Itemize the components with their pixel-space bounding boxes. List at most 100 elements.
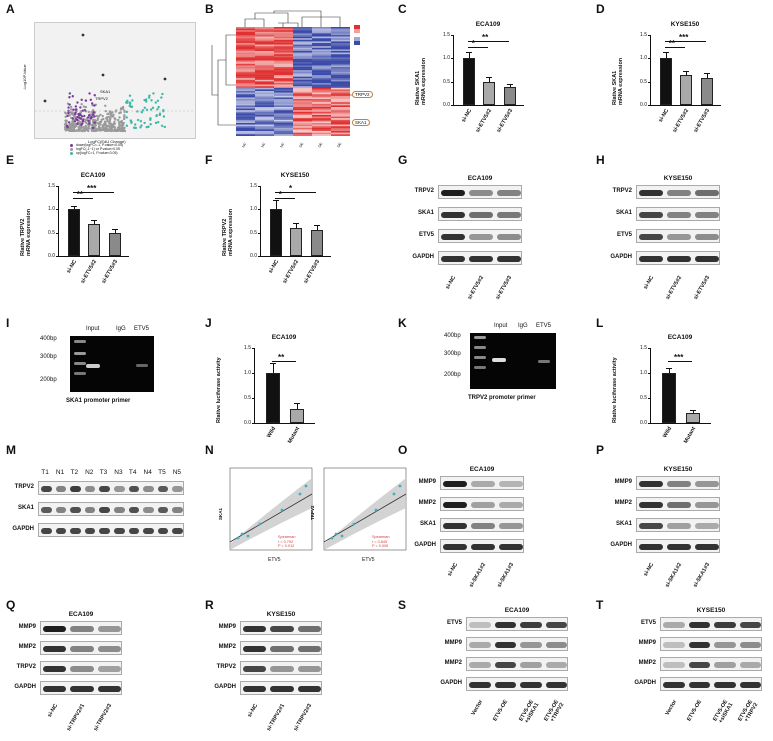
bar (659, 58, 672, 105)
blot-band (714, 662, 736, 668)
blot-band (70, 626, 94, 632)
blot-band (494, 682, 516, 688)
heatmap: NC NC NC OE OE OE (208, 5, 368, 165)
blot-band (41, 486, 52, 492)
blot-band (70, 507, 81, 513)
blot-strip (438, 207, 522, 221)
blot-band (520, 642, 542, 648)
lane-label: si-NC (246, 703, 259, 719)
callout-ska1: SKA1 (352, 119, 370, 126)
blot-band (143, 507, 154, 513)
lane-label: N4 (143, 469, 152, 476)
blot-strip (438, 185, 522, 199)
blot-strip (636, 185, 720, 199)
y-tick-label: 1.5 (48, 183, 55, 189)
blot-band (639, 234, 663, 240)
blot-strip (466, 657, 568, 671)
blot-band (157, 528, 169, 534)
blot-band (469, 642, 491, 648)
panel-label-p: P (596, 443, 605, 457)
blot-title: ECA109 (504, 607, 530, 614)
blot-row-label: MMP2 (444, 660, 462, 666)
blot-row-label: GAPDH (610, 542, 632, 548)
chart-ylabel: Rlative SKA1 mRNA expression (612, 57, 624, 105)
panel-label-o: O (398, 443, 408, 457)
blot-band (471, 502, 495, 508)
blot-band (441, 256, 465, 262)
blot-strip (40, 681, 122, 695)
x-tick-label: si-ETV5#3 (302, 259, 321, 285)
blot-band (469, 622, 491, 628)
plot-area (254, 348, 315, 424)
bar (310, 230, 323, 256)
lane-label: N3 (114, 469, 123, 476)
bar (661, 373, 676, 423)
panel-label-d: D (596, 2, 605, 16)
blot-band (270, 646, 294, 652)
blot-strip (438, 251, 522, 265)
blot-strip (40, 661, 122, 675)
blot-row-label: MMP9 (444, 640, 462, 646)
blot-band (667, 523, 691, 529)
blot-band (663, 622, 685, 628)
significance-line (274, 197, 295, 199)
scatter-left-stat: Spearman r = 0.792 P = 0.012 (278, 535, 296, 548)
y-tick-label: 1.0 (443, 55, 450, 62)
lane-label: si-SKA1#3 (496, 562, 516, 589)
blot-strip (636, 518, 720, 532)
blot-strip (660, 637, 762, 651)
y-tick-label: 0.5 (443, 78, 450, 85)
panel-label-l: L (596, 316, 604, 330)
panel-label-a: A (6, 2, 15, 16)
significance-line (271, 360, 297, 362)
scatter-n (224, 466, 412, 556)
chart-ylabel: Rlative luciferase activity (612, 357, 618, 423)
lane-label: T4 (128, 469, 137, 476)
lane-label: si-NC (642, 562, 656, 578)
significance-line (467, 46, 488, 48)
y-tick-label: 0.5 (640, 395, 647, 401)
blot-strip (38, 523, 184, 537)
blot-strip (240, 621, 322, 635)
panel-label-q: Q (6, 598, 16, 612)
blot-band (172, 507, 183, 513)
bar (700, 77, 713, 105)
panel-label-k: K (398, 316, 407, 330)
blot-band (443, 523, 467, 529)
blot-band (688, 662, 710, 668)
y-tick-label: 0.0 (244, 420, 251, 426)
blot-band (545, 662, 567, 668)
error-bar (665, 52, 667, 59)
panel-label-j: J (205, 316, 212, 330)
bar-chart-d: KYSE150 Rlative SKA1 mRNA expression 0.0 0.… (612, 21, 732, 145)
blot-band (469, 682, 491, 688)
blot-band (297, 646, 321, 652)
lane-label: T1 (41, 469, 49, 476)
significance-stars: ** (482, 33, 489, 43)
blot-band (97, 646, 121, 652)
x-tick-label: Mutant (683, 426, 698, 445)
blot-title: KYSE150 (266, 611, 296, 618)
y-tick-label: 1.5 (640, 32, 647, 38)
error-bar (489, 77, 490, 82)
y-tick-label: 1.0 (640, 55, 647, 62)
error-bar (509, 84, 511, 88)
blot-row-label: GAPDH (214, 684, 236, 690)
significance-stars: *** (679, 33, 689, 43)
blot-band (297, 626, 321, 632)
blot-row-label: GAPDH (412, 254, 434, 260)
panel-label-b: B (205, 2, 214, 16)
chart-ylabel: Rlative TRPV2 mRNA expression (222, 208, 234, 256)
error-bar (114, 230, 116, 233)
y-tick-label: 1.0 (244, 370, 251, 376)
blot-band (97, 686, 121, 692)
blot-band (114, 528, 125, 534)
bar-chart-c: ECA109 Rlative SKA1 mRNA expression 0.0 0.5… (415, 21, 535, 145)
error-bar (272, 364, 274, 373)
blot-strip (466, 637, 568, 651)
lane-label: N2 (85, 469, 94, 476)
bar (88, 224, 100, 256)
blot-band (639, 502, 663, 508)
blot-row-label: GAPDH (610, 254, 632, 260)
y-tick-label: 0.0 (443, 102, 450, 108)
